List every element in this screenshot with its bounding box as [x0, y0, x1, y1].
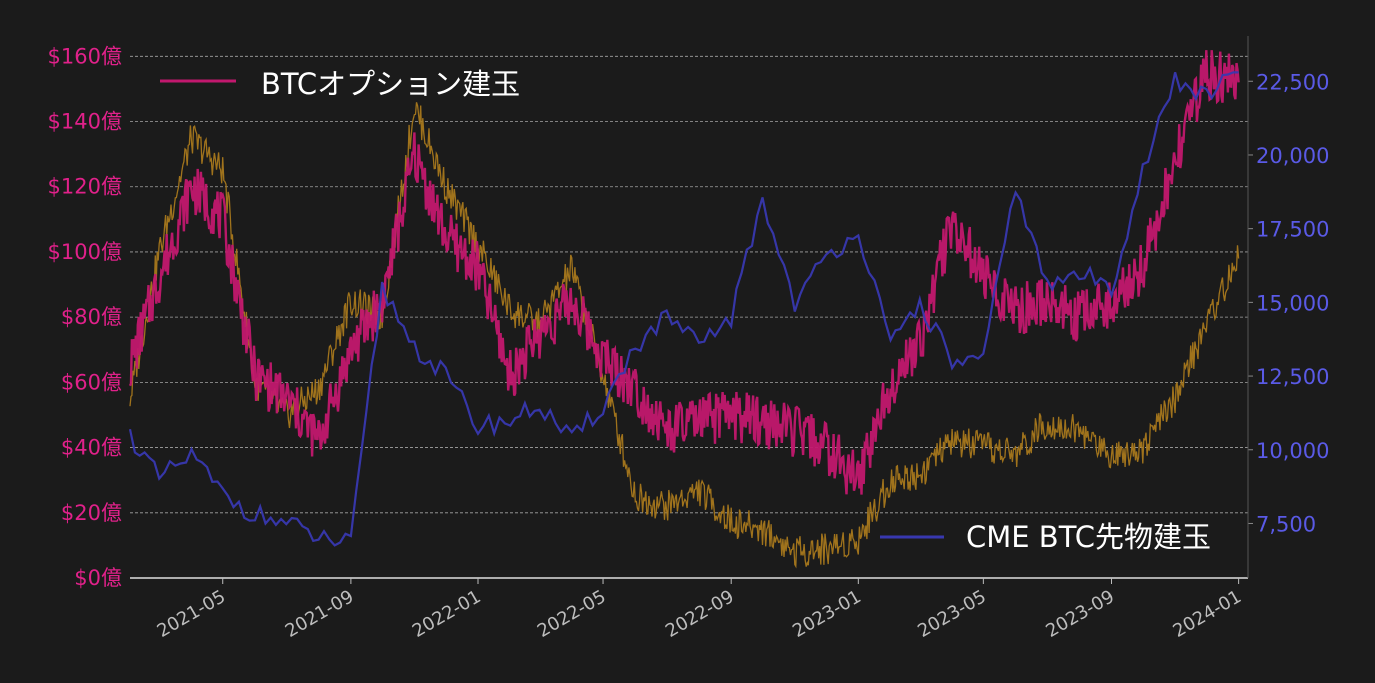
legend-label-cme-futures-oi: CME BTC先物建玉	[966, 520, 1211, 554]
left-axis-tick-label: $60億	[61, 370, 122, 394]
legend-label-options-oi: BTCオプション建玉	[261, 67, 520, 101]
left-axis-tick-label: $100億	[48, 240, 122, 264]
left-axis-tick-label: $0億	[74, 566, 122, 590]
right-axis-tick-label: 7,500	[1256, 512, 1316, 536]
right-axis-tick-label: 10,000	[1256, 439, 1329, 463]
left-axis-tick-label: $20億	[61, 501, 122, 525]
left-axis-tick-label: $80億	[61, 305, 122, 329]
right-axis-tick-label: 22,500	[1256, 70, 1329, 94]
left-axis-tick-label: $160億	[48, 44, 122, 68]
right-axis-tick-label: 20,000	[1256, 144, 1329, 168]
series-line-options-oi	[128, 50, 1240, 495]
left-axis-tick-label: $40億	[61, 436, 122, 460]
right-axis-tick-label: 12,500	[1256, 365, 1329, 389]
right-axis-tick-label: 17,500	[1256, 218, 1329, 242]
left-axis-tick-label: $120億	[48, 175, 122, 199]
series-line-cme-futures-oi	[128, 71, 1239, 547]
series-line-price-overlay	[129, 102, 1240, 569]
left-axis-tick-label: $140億	[48, 110, 122, 134]
right-axis-tick-label: 15,000	[1256, 291, 1329, 315]
